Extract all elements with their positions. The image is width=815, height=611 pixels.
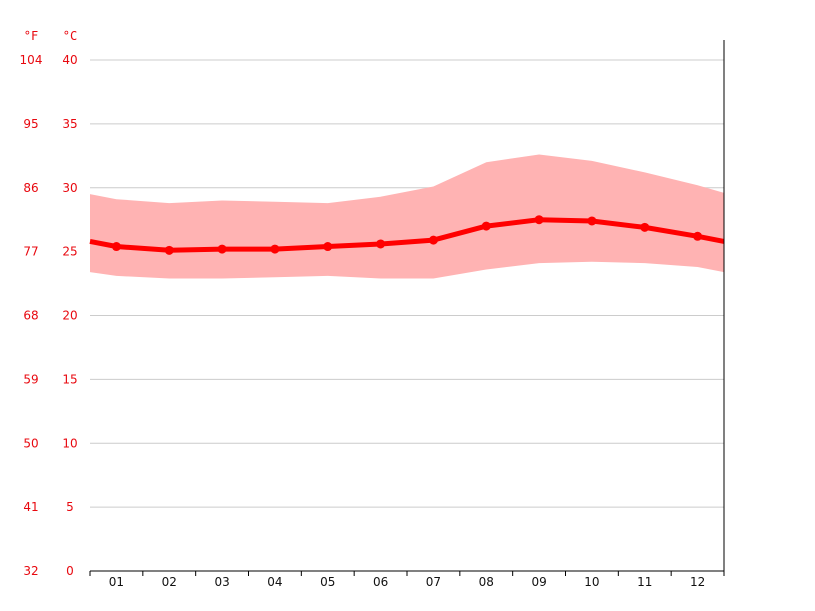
mean-point-03	[217, 244, 227, 254]
x-tick-label-10: 10	[584, 575, 599, 589]
mean-point-04	[270, 244, 280, 254]
x-tick-label-04: 04	[267, 575, 282, 589]
y-tick-fahrenheit: 104	[20, 53, 43, 67]
x-tick-label-06: 06	[373, 575, 388, 589]
y-tick-celsius: 0	[66, 564, 74, 578]
y-tick-fahrenheit: 77	[23, 245, 38, 259]
min-max-band-group	[90, 154, 724, 279]
mean-point-09	[534, 215, 544, 225]
axes	[89, 40, 725, 576]
mean-point-02	[164, 245, 174, 255]
grid-lines	[90, 59, 724, 508]
min-max-band	[90, 154, 724, 279]
mean-point-06	[376, 239, 386, 249]
y-tick-fahrenheit: 68	[23, 309, 38, 323]
x-tick-label-11: 11	[637, 575, 652, 589]
y-tick-celsius: 35	[62, 117, 77, 131]
mean-point-07	[428, 235, 438, 245]
x-tick-label-12: 12	[690, 575, 705, 589]
mean-point-05	[323, 242, 333, 252]
x-tick-label-08: 08	[479, 575, 494, 589]
y-tick-celsius: 20	[62, 309, 77, 323]
mean-point-10	[587, 216, 597, 226]
x-tick-label-01: 01	[109, 575, 124, 589]
y-tick-fahrenheit: 95	[23, 117, 38, 131]
mean-line	[89, 217, 725, 253]
y-tick-fahrenheit: 50	[23, 436, 38, 450]
x-tick-label-05: 05	[320, 575, 335, 589]
x-tick-label-07: 07	[426, 575, 441, 589]
y-tick-fahrenheit: 86	[23, 181, 38, 195]
mean-point-08	[481, 221, 491, 231]
y-tick-celsius: 5	[66, 500, 74, 514]
celsius-unit-label: °C	[63, 29, 77, 43]
fahrenheit-unit-label: °F	[24, 29, 38, 43]
y-tick-fahrenheit: 41	[23, 500, 38, 514]
mean-point-12	[693, 231, 703, 241]
y-tick-celsius: 10	[62, 436, 77, 450]
y-tick-fahrenheit: 59	[23, 372, 38, 386]
x-tick-label-03: 03	[214, 575, 229, 589]
x-tick-label-09: 09	[531, 575, 546, 589]
y-tick-celsius: 40	[62, 53, 77, 67]
y-tick-fahrenheit: 32	[23, 564, 38, 578]
mean-point-11	[640, 222, 650, 232]
mean-line-group	[89, 215, 725, 255]
mean-point-01	[111, 242, 121, 252]
axis-labels: °F °C 32 0 41 5 50 10 59 15 68 20 77 25 86 30 95 35 104 4…	[20, 29, 706, 589]
y-tick-celsius: 25	[62, 245, 77, 259]
x-tick-label-02: 02	[162, 575, 177, 589]
y-tick-celsius: 15	[62, 372, 77, 386]
y-tick-celsius: 30	[62, 181, 77, 195]
